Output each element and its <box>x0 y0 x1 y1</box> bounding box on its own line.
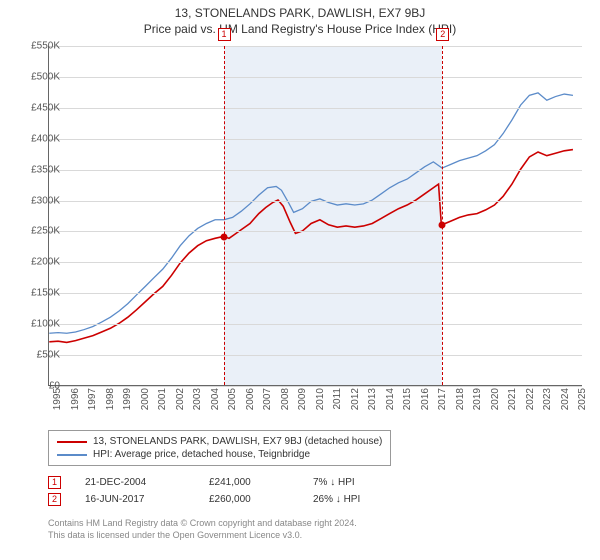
legend-row: 13, STONELANDS PARK, DAWLISH, EX7 9BJ (d… <box>57 435 382 448</box>
x-axis-label: 2012 <box>350 388 361 418</box>
sale-vline <box>224 46 225 385</box>
gridline <box>49 262 582 263</box>
sale-vline <box>442 46 443 385</box>
x-axis-label: 2022 <box>525 388 536 418</box>
y-axis-label: £50K <box>16 350 60 361</box>
y-axis-label: £250K <box>16 226 60 237</box>
x-axis-label: 2010 <box>315 388 326 418</box>
y-axis-label: £100K <box>16 319 60 330</box>
x-axis-label: 2023 <box>542 388 553 418</box>
footer-line-2: This data is licensed under the Open Gov… <box>48 530 357 542</box>
y-axis-label: £550K <box>16 41 60 52</box>
sales-table: 1 21-DEC-2004 £241,000 7% ↓ HPI 2 16-JUN-2017… <box>48 474 403 508</box>
gridline <box>49 355 582 356</box>
x-axis-label: 1996 <box>70 388 81 418</box>
y-axis-label: £200K <box>16 257 60 268</box>
x-axis-label: 2004 <box>210 388 221 418</box>
legend-row: HPI: Average price, detached house, Teig… <box>57 448 382 461</box>
x-axis-label: 1999 <box>122 388 133 418</box>
x-axis-label: 2016 <box>420 388 431 418</box>
x-axis-label: 2017 <box>437 388 448 418</box>
footer-attribution: Contains HM Land Registry data © Crown c… <box>48 518 357 541</box>
plot-area: 12 <box>48 46 582 386</box>
chart-title: 13, STONELANDS PARK, DAWLISH, EX7 9BJ <box>0 0 600 20</box>
sale-row-date: 21-DEC-2004 <box>85 477 185 488</box>
y-axis-label: £400K <box>16 133 60 144</box>
sale-dot <box>220 234 227 241</box>
x-axis-label: 2015 <box>402 388 413 418</box>
chart-container: 13, STONELANDS PARK, DAWLISH, EX7 9BJ Pr… <box>0 0 600 560</box>
x-axis-label: 1997 <box>87 388 98 418</box>
x-axis-label: 2006 <box>245 388 256 418</box>
legend-label: HPI: Average price, detached house, Teig… <box>93 449 310 460</box>
x-axis-label: 2003 <box>192 388 203 418</box>
sale-row-delta: 26% ↓ HPI <box>313 494 403 505</box>
x-axis-label: 2011 <box>332 388 343 418</box>
gridline <box>49 293 582 294</box>
series-hpi <box>49 93 573 333</box>
x-axis-label: 2013 <box>367 388 378 418</box>
gridline <box>49 231 582 232</box>
legend-swatch <box>57 441 87 443</box>
x-axis-label: 2018 <box>455 388 466 418</box>
x-axis-label: 2007 <box>262 388 273 418</box>
gridline <box>49 386 582 387</box>
y-axis-label: £500K <box>16 71 60 82</box>
sale-marker-2: 2 <box>436 28 449 41</box>
line-chart-svg <box>49 46 582 385</box>
gridline <box>49 46 582 47</box>
x-axis-label: 2000 <box>140 388 151 418</box>
x-axis-label: 2002 <box>175 388 186 418</box>
x-axis-label: 2014 <box>385 388 396 418</box>
x-axis-label: 2001 <box>157 388 168 418</box>
y-axis-label: £300K <box>16 195 60 206</box>
x-axis-label: 2020 <box>490 388 501 418</box>
series-price_paid <box>49 150 573 343</box>
x-axis-label: 1998 <box>105 388 116 418</box>
gridline <box>49 77 582 78</box>
sale-marker-1: 1 <box>218 28 231 41</box>
sale-row-date: 16-JUN-2017 <box>85 494 185 505</box>
sale-row: 1 21-DEC-2004 £241,000 7% ↓ HPI <box>48 474 403 491</box>
footer-line-1: Contains HM Land Registry data © Crown c… <box>48 518 357 530</box>
gridline <box>49 139 582 140</box>
gridline <box>49 170 582 171</box>
x-axis-label: 2005 <box>227 388 238 418</box>
gridline <box>49 201 582 202</box>
legend-label: 13, STONELANDS PARK, DAWLISH, EX7 9BJ (d… <box>93 436 382 447</box>
gridline <box>49 108 582 109</box>
legend: 13, STONELANDS PARK, DAWLISH, EX7 9BJ (d… <box>48 430 391 466</box>
x-axis-label: 2008 <box>280 388 291 418</box>
sale-row-delta: 7% ↓ HPI <box>313 477 403 488</box>
legend-swatch <box>57 454 87 456</box>
gridline <box>49 324 582 325</box>
x-axis-label: 2024 <box>560 388 571 418</box>
sale-row-marker: 1 <box>48 476 61 489</box>
y-axis-label: £350K <box>16 164 60 175</box>
sale-row-price: £241,000 <box>209 477 289 488</box>
y-axis-label: £150K <box>16 288 60 299</box>
chart-subtitle: Price paid vs. HM Land Registry's House … <box>0 20 600 40</box>
y-axis-label: £450K <box>16 102 60 113</box>
x-axis-label: 2009 <box>297 388 308 418</box>
x-axis-label: 2021 <box>507 388 518 418</box>
x-axis-label: 1995 <box>52 388 63 418</box>
sale-dot <box>439 222 446 229</box>
x-axis-label: 2025 <box>577 388 588 418</box>
sale-row-price: £260,000 <box>209 494 289 505</box>
sale-row: 2 16-JUN-2017 £260,000 26% ↓ HPI <box>48 491 403 508</box>
sale-row-marker: 2 <box>48 493 61 506</box>
x-axis-label: 2019 <box>472 388 483 418</box>
